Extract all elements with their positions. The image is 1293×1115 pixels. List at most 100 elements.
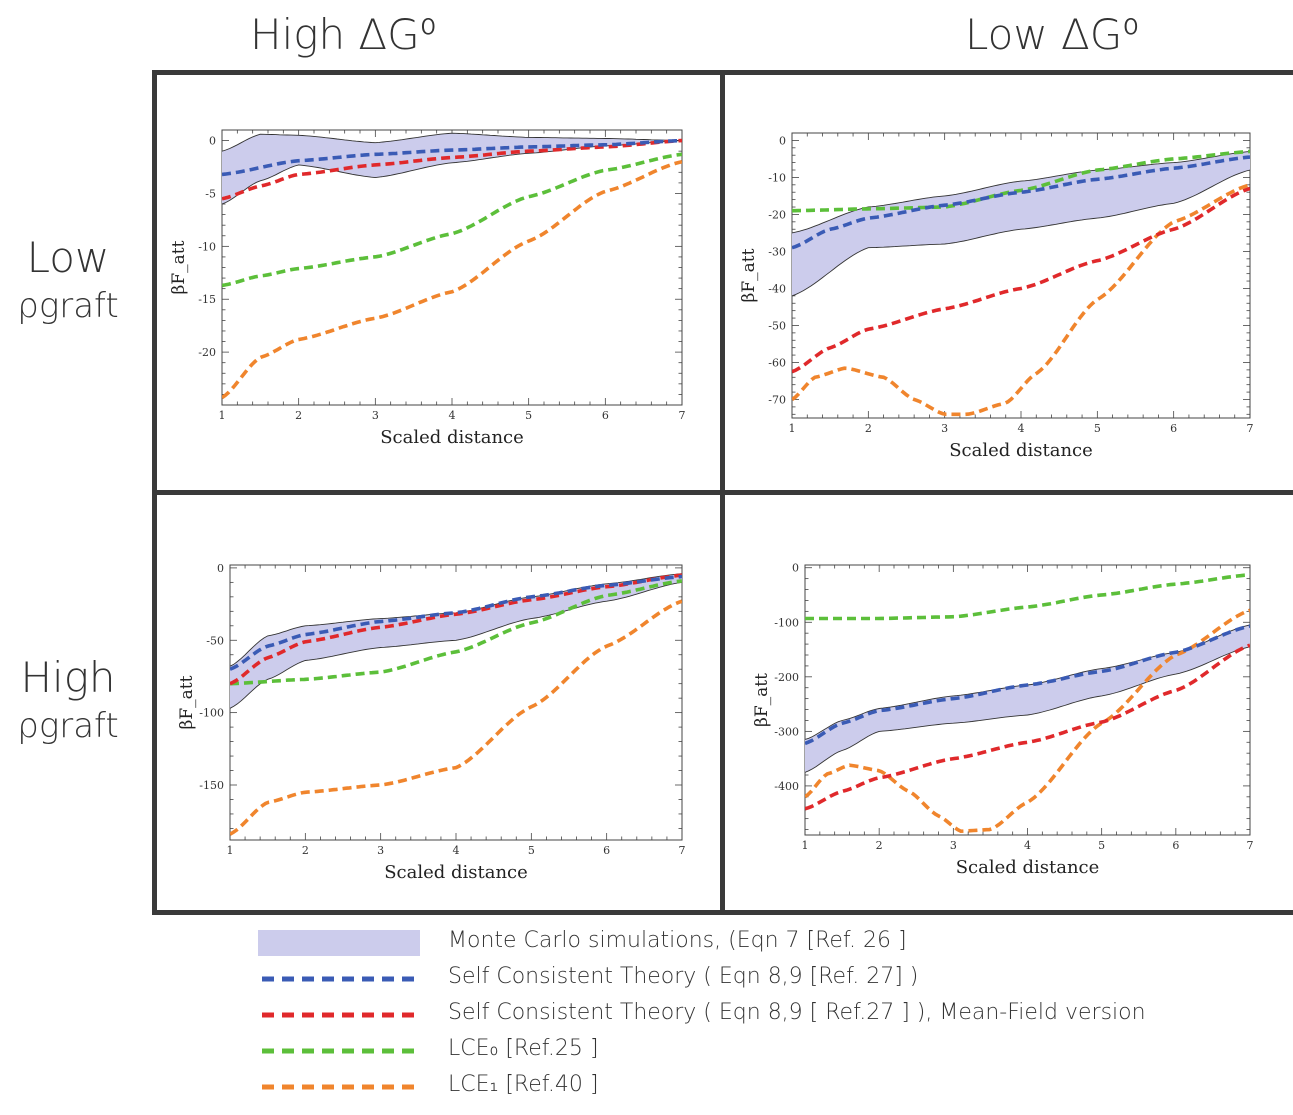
y-tick-label: 0 bbox=[209, 135, 216, 148]
legend-swatch-lce0 bbox=[262, 1048, 416, 1054]
series-line-sct-mf bbox=[792, 186, 1250, 374]
y-tick-label: -50 bbox=[206, 634, 224, 647]
legend-label: LCE₁ [Ref.40 ] bbox=[448, 1072, 599, 1097]
x-tick-label: 2 bbox=[865, 422, 872, 435]
plot-area bbox=[230, 573, 682, 836]
legend-swatch-lce1 bbox=[262, 1084, 416, 1090]
y-axis-label: βF_att bbox=[739, 248, 759, 302]
y-tick-label: -70 bbox=[768, 393, 786, 406]
x-tick-label: 7 bbox=[679, 409, 686, 422]
x-tick-label: 7 bbox=[679, 844, 686, 857]
panel-frame-bottom-right bbox=[720, 490, 1293, 915]
y-tick-label: -100 bbox=[774, 616, 799, 629]
legend: Monte Carlo simulations, (Eqn 7 [Ref. 26… bbox=[258, 924, 1258, 1104]
x-axis-label: Scaled distance bbox=[380, 427, 524, 448]
series-line-lce0 bbox=[792, 149, 1250, 213]
legend-item-monte-carlo: Monte Carlo simulations, (Eqn 7 [Ref. 26… bbox=[258, 924, 1258, 960]
series-line-lce1 bbox=[805, 608, 1250, 834]
x-axis-label: Scaled distance bbox=[384, 862, 528, 883]
column-header-high-dg: High ΔG⁰ bbox=[250, 10, 437, 59]
series-line-lce1 bbox=[792, 183, 1250, 417]
x-tick-label: 6 bbox=[603, 844, 610, 857]
series-line-lce0 bbox=[805, 573, 1250, 621]
monte-carlo-band bbox=[792, 151, 1250, 296]
y-axis-label: βF_att bbox=[752, 673, 772, 727]
chart-top-right: 1 2 3 4 5 6 7 0 -10 -20 -30 -40 -50 -60 -70 Scaled dist… bbox=[739, 132, 1254, 461]
chart-top-left: 1 2 3 4 5 6 7 0 -5 -10 -15 -20 Scaled distance βF_att bbox=[169, 129, 686, 448]
plot-area bbox=[222, 132, 682, 400]
series-line-lce1 bbox=[230, 599, 682, 836]
x-tick-label: 6 bbox=[1170, 422, 1177, 435]
column-header-low-dg: Low ΔG⁰ bbox=[965, 10, 1140, 59]
legend-swatch-sct bbox=[262, 976, 416, 982]
y-tick-label: -200 bbox=[774, 671, 799, 684]
y-tick-label: -30 bbox=[768, 245, 786, 258]
x-tick-label: 1 bbox=[802, 839, 809, 852]
monte-carlo-band bbox=[222, 133, 682, 204]
x-tick-label: 3 bbox=[377, 844, 384, 857]
band-upper-edge bbox=[792, 151, 1250, 234]
y-tick-label: -10 bbox=[768, 171, 786, 184]
y-tick-label: 0 bbox=[217, 562, 224, 575]
band-upper-edge bbox=[222, 132, 682, 152]
x-tick-label: 5 bbox=[525, 409, 532, 422]
x-tick-label: 1 bbox=[219, 409, 226, 422]
y-tick-label: -20 bbox=[198, 346, 216, 359]
plot-frame bbox=[229, 564, 683, 841]
y-tick-label: -100 bbox=[199, 707, 224, 720]
x-tick-label: 5 bbox=[1094, 422, 1101, 435]
x-tick-label: 3 bbox=[941, 422, 948, 435]
plot-area bbox=[805, 573, 1250, 834]
x-tick-label: 5 bbox=[528, 844, 535, 857]
y-tick-label: -40 bbox=[768, 282, 786, 295]
legend-item-lce0: LCE₀ [Ref.25 ] bbox=[258, 1032, 1258, 1068]
x-axis-label: Scaled distance bbox=[949, 440, 1093, 461]
x-tick-label: 1 bbox=[789, 422, 796, 435]
x-tick-label: 4 bbox=[449, 409, 456, 422]
plot-frame bbox=[221, 129, 683, 406]
series-line-lce1 bbox=[222, 159, 682, 400]
x-tick-label: 1 bbox=[227, 844, 234, 857]
legend-item-sct: Self Consistent Theory ( Eqn 8,9 [Ref. 2… bbox=[258, 960, 1258, 996]
monte-carlo-band bbox=[805, 625, 1250, 773]
row-header-low-line1: Low bbox=[26, 233, 110, 282]
y-tick-label: -15 bbox=[198, 293, 216, 306]
x-tick-label: 6 bbox=[1172, 839, 1179, 852]
legend-label: Self Consistent Theory ( Eqn 8,9 [Ref. 2… bbox=[448, 964, 919, 989]
legend-label: LCE₀ [Ref.25 ] bbox=[448, 1036, 599, 1061]
x-tick-label: 2 bbox=[295, 409, 302, 422]
row-header-high-line1: High bbox=[20, 653, 116, 702]
y-axis-label: βF_att bbox=[169, 240, 189, 294]
x-tick-label: 6 bbox=[602, 409, 609, 422]
series-line-sct bbox=[222, 138, 682, 177]
row-header-high-line2: ρgraft bbox=[17, 706, 119, 746]
series-line-sct-mf bbox=[230, 573, 682, 686]
legend-swatch-sct-mf bbox=[262, 1012, 416, 1018]
y-tick-label: -60 bbox=[768, 356, 786, 369]
x-tick-label: 7 bbox=[1247, 839, 1254, 852]
legend-item-lce1: LCE₁ [Ref.40 ] bbox=[258, 1068, 1258, 1104]
series-line-lce0 bbox=[230, 579, 682, 686]
x-tick-label: 3 bbox=[950, 839, 957, 852]
legend-item-sct-mf: Self Consistent Theory ( Eqn 8,9 [ Ref.2… bbox=[258, 996, 1258, 1032]
chart-bottom-left: 1 2 3 4 5 6 7 0 -50 -100 -150 Scaled distance βF_att bbox=[177, 562, 686, 883]
y-axis-label: βF_att bbox=[177, 675, 197, 729]
row-header-low-line2: ρgraft bbox=[17, 286, 119, 326]
y-tick-label: -400 bbox=[774, 780, 799, 793]
y-tick-label: -50 bbox=[768, 319, 786, 332]
band-lower-edge bbox=[792, 169, 1250, 297]
y-tick-label: -300 bbox=[774, 725, 799, 738]
plot-area bbox=[792, 149, 1250, 417]
chart-bottom-right: 1 2 3 4 5 6 7 0 -100 -200 -300 -400 Scaled distance β… bbox=[752, 562, 1254, 878]
legend-swatch-band bbox=[258, 930, 420, 956]
series-line-lce0 bbox=[222, 152, 682, 288]
legend-label: Monte Carlo simulations, (Eqn 7 [Ref. 26… bbox=[448, 928, 907, 953]
row-header-high-rho: High ρgraft bbox=[8, 652, 128, 748]
x-tick-label: 4 bbox=[1018, 422, 1025, 435]
row-header-low-rho: Low ρgraft bbox=[8, 232, 128, 328]
y-tick-label: -10 bbox=[198, 240, 216, 253]
x-axis-label: Scaled distance bbox=[956, 857, 1100, 878]
x-tick-label: 2 bbox=[876, 839, 883, 852]
y-tick-label: 0 bbox=[779, 134, 786, 147]
y-tick-label: -150 bbox=[199, 779, 224, 792]
